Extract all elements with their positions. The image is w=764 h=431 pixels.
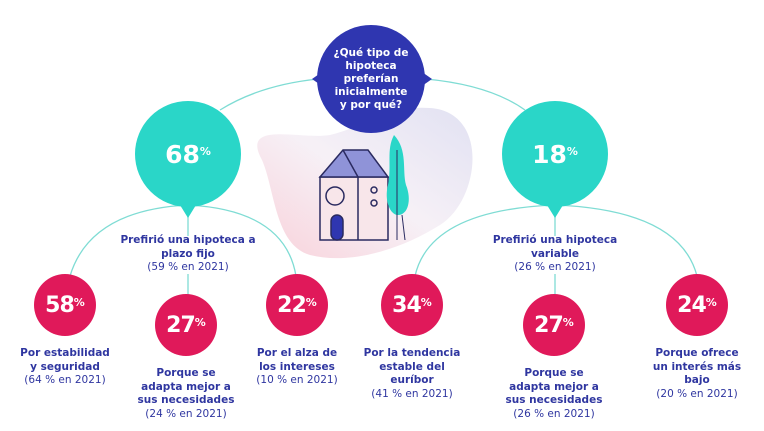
reason-value: 27 xyxy=(166,312,196,338)
label-sub: (64 % en 2021) xyxy=(24,374,106,386)
label-text: Porque se adapta mejor a sus necesidades xyxy=(505,367,603,406)
reason-label: Por estabilidad y seguridad (64 % en 2021… xyxy=(15,347,115,388)
reason-label: Porque se adapta mejor a sus necesidades… xyxy=(504,367,604,421)
reason-label: Porque se adapta mejor a sus necesidades… xyxy=(136,367,236,421)
label-sub: (26 % en 2021) xyxy=(513,407,595,420)
variable-label: Prefirió una hipoteca variable (26 % en 2… xyxy=(490,234,620,275)
reason-value: 22 xyxy=(277,292,307,318)
reason-percent-circle: 27% xyxy=(155,294,217,356)
label-text: Porque se adapta mejor a sus necesidades xyxy=(137,367,235,406)
variable-value: 18 xyxy=(532,139,567,169)
unit: % xyxy=(562,315,574,329)
reason-label: Porque ofrece un interés más bajo (20 % e… xyxy=(652,347,742,401)
house-illustration xyxy=(318,149,390,241)
reason-label: Por la tendencia estable del euríbor (41 … xyxy=(362,347,462,401)
variable-percent-circle: 18% xyxy=(502,101,608,207)
reason-percent-circle: 24% xyxy=(666,274,728,336)
unit: % xyxy=(566,144,578,158)
unit: % xyxy=(199,144,211,158)
label-text: Prefirió una hipoteca variable xyxy=(492,234,618,260)
unit: % xyxy=(194,315,206,329)
unit: % xyxy=(73,295,85,309)
fixed-percent-circle: 68% xyxy=(135,101,241,207)
reason-percent-circle: 34% xyxy=(381,274,443,336)
label-sub: (59 % en 2021) xyxy=(147,261,229,273)
fixed-value: 68 xyxy=(165,139,200,169)
tree-illustration xyxy=(386,135,409,241)
question-bubble: ¿Qué tipo de hipoteca preferían inicialm… xyxy=(317,25,425,133)
reason-value: 58 xyxy=(45,292,75,318)
reason-percent-circle: 27% xyxy=(523,294,585,356)
label-sub: (26 % en 2021) xyxy=(514,261,596,273)
reason-percent-circle: 58% xyxy=(34,274,96,336)
unit: % xyxy=(705,295,717,309)
reason-value: 27 xyxy=(534,312,564,338)
reason-percent-circle: 22% xyxy=(266,274,328,336)
unit: % xyxy=(305,295,317,309)
fixed-label: Prefirió una hipoteca a plazo fijo (59 % … xyxy=(113,234,263,275)
question-text: ¿Qué tipo de hipoteca preferían inicialm… xyxy=(333,46,409,111)
label-sub: (20 % en 2021) xyxy=(656,387,738,400)
label-sub: (24 % en 2021) xyxy=(145,407,227,420)
label-text: Por estabilidad y seguridad xyxy=(20,347,110,373)
label-text: Por la tendencia estable del euríbor xyxy=(363,347,461,386)
reason-value: 34 xyxy=(392,292,422,318)
label-sub: (10 % en 2021) xyxy=(256,374,338,386)
label-text: Prefirió una hipoteca a plazo fijo xyxy=(120,234,256,260)
reason-label: Por el alza de los intereses (10 % en 202… xyxy=(247,347,347,388)
label-text: Porque ofrece un interés más bajo xyxy=(652,347,742,386)
label-text: Por el alza de los intereses xyxy=(256,347,338,373)
unit: % xyxy=(420,295,432,309)
label-sub: (41 % en 2021) xyxy=(371,387,453,400)
reason-value: 24 xyxy=(677,292,707,318)
